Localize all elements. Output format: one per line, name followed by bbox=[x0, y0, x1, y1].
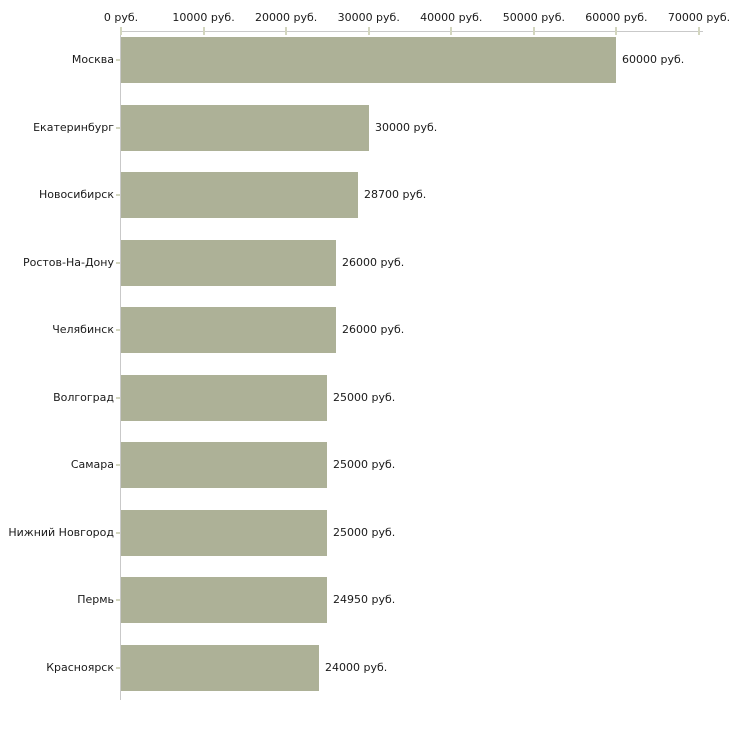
category-tick bbox=[116, 194, 120, 196]
bar bbox=[121, 307, 336, 353]
bar bbox=[121, 374, 327, 421]
category-tick bbox=[116, 261, 120, 264]
value-label: 26000 руб. bbox=[342, 255, 405, 269]
value-label: 25000 руб. bbox=[333, 525, 396, 539]
value-label: 24000 руб. bbox=[325, 660, 388, 674]
value-label: 28700 руб. bbox=[364, 188, 427, 201]
x-axis-tick-label: 40000 руб. bbox=[420, 11, 483, 24]
bar bbox=[121, 239, 336, 286]
x-axis-tick bbox=[367, 27, 370, 35]
x-axis-tick-label: 60000 руб. bbox=[585, 11, 648, 24]
x-axis-tick-label: 20000 руб. bbox=[255, 11, 318, 24]
x-axis-tick-label: 50000 руб. bbox=[502, 11, 565, 24]
x-axis-tick-label: 70000 руб. bbox=[667, 11, 730, 24]
x-axis-tick bbox=[615, 27, 618, 35]
value-label: 25000 руб. bbox=[333, 390, 396, 404]
category-label: Ростов-На-Дону bbox=[22, 255, 114, 269]
value-label: 25000 руб. bbox=[333, 458, 396, 471]
x-axis-tick-label: 0 руб. bbox=[103, 11, 139, 24]
category-label: Нижний Новгород bbox=[8, 525, 114, 539]
bar bbox=[121, 172, 358, 218]
x-axis-tick-label: 10000 руб. bbox=[172, 11, 235, 24]
x-axis-tick bbox=[450, 27, 453, 35]
x-axis-tick bbox=[120, 27, 122, 35]
x-axis-tick bbox=[698, 27, 700, 35]
bar bbox=[121, 644, 319, 691]
bar bbox=[121, 577, 327, 623]
value-label: 60000 руб. bbox=[622, 53, 685, 66]
category-label: Самара bbox=[70, 458, 114, 471]
category-label: Пермь bbox=[77, 593, 114, 606]
category-tick bbox=[116, 329, 120, 331]
bar bbox=[121, 37, 616, 83]
bar bbox=[121, 509, 327, 556]
category-label: Челябинск bbox=[52, 323, 114, 336]
value-label: 30000 руб. bbox=[375, 120, 438, 134]
category-label: Волгоград bbox=[53, 390, 114, 404]
category-tick bbox=[116, 59, 120, 61]
x-axis-tick bbox=[285, 27, 288, 35]
category-tick bbox=[116, 396, 120, 399]
category-tick bbox=[116, 599, 120, 601]
category-label: Екатеринбург bbox=[33, 120, 114, 134]
value-label: 24950 руб. bbox=[333, 593, 396, 606]
category-tick bbox=[116, 464, 120, 466]
category-tick bbox=[116, 126, 120, 129]
category-label: Красноярск bbox=[46, 660, 114, 674]
category-tick bbox=[116, 531, 120, 534]
category-label: Новосибирск bbox=[38, 188, 114, 201]
x-axis-line bbox=[121, 31, 703, 32]
value-label: 26000 руб. bbox=[342, 323, 405, 336]
x-axis-tick bbox=[202, 27, 205, 35]
category-tick bbox=[116, 666, 120, 669]
x-axis-tick-label: 30000 руб. bbox=[337, 11, 400, 24]
bar bbox=[121, 442, 327, 488]
y-axis-line bbox=[120, 31, 121, 700]
category-label: Москва bbox=[71, 53, 114, 66]
bar bbox=[121, 104, 369, 151]
x-axis-tick bbox=[532, 27, 535, 35]
